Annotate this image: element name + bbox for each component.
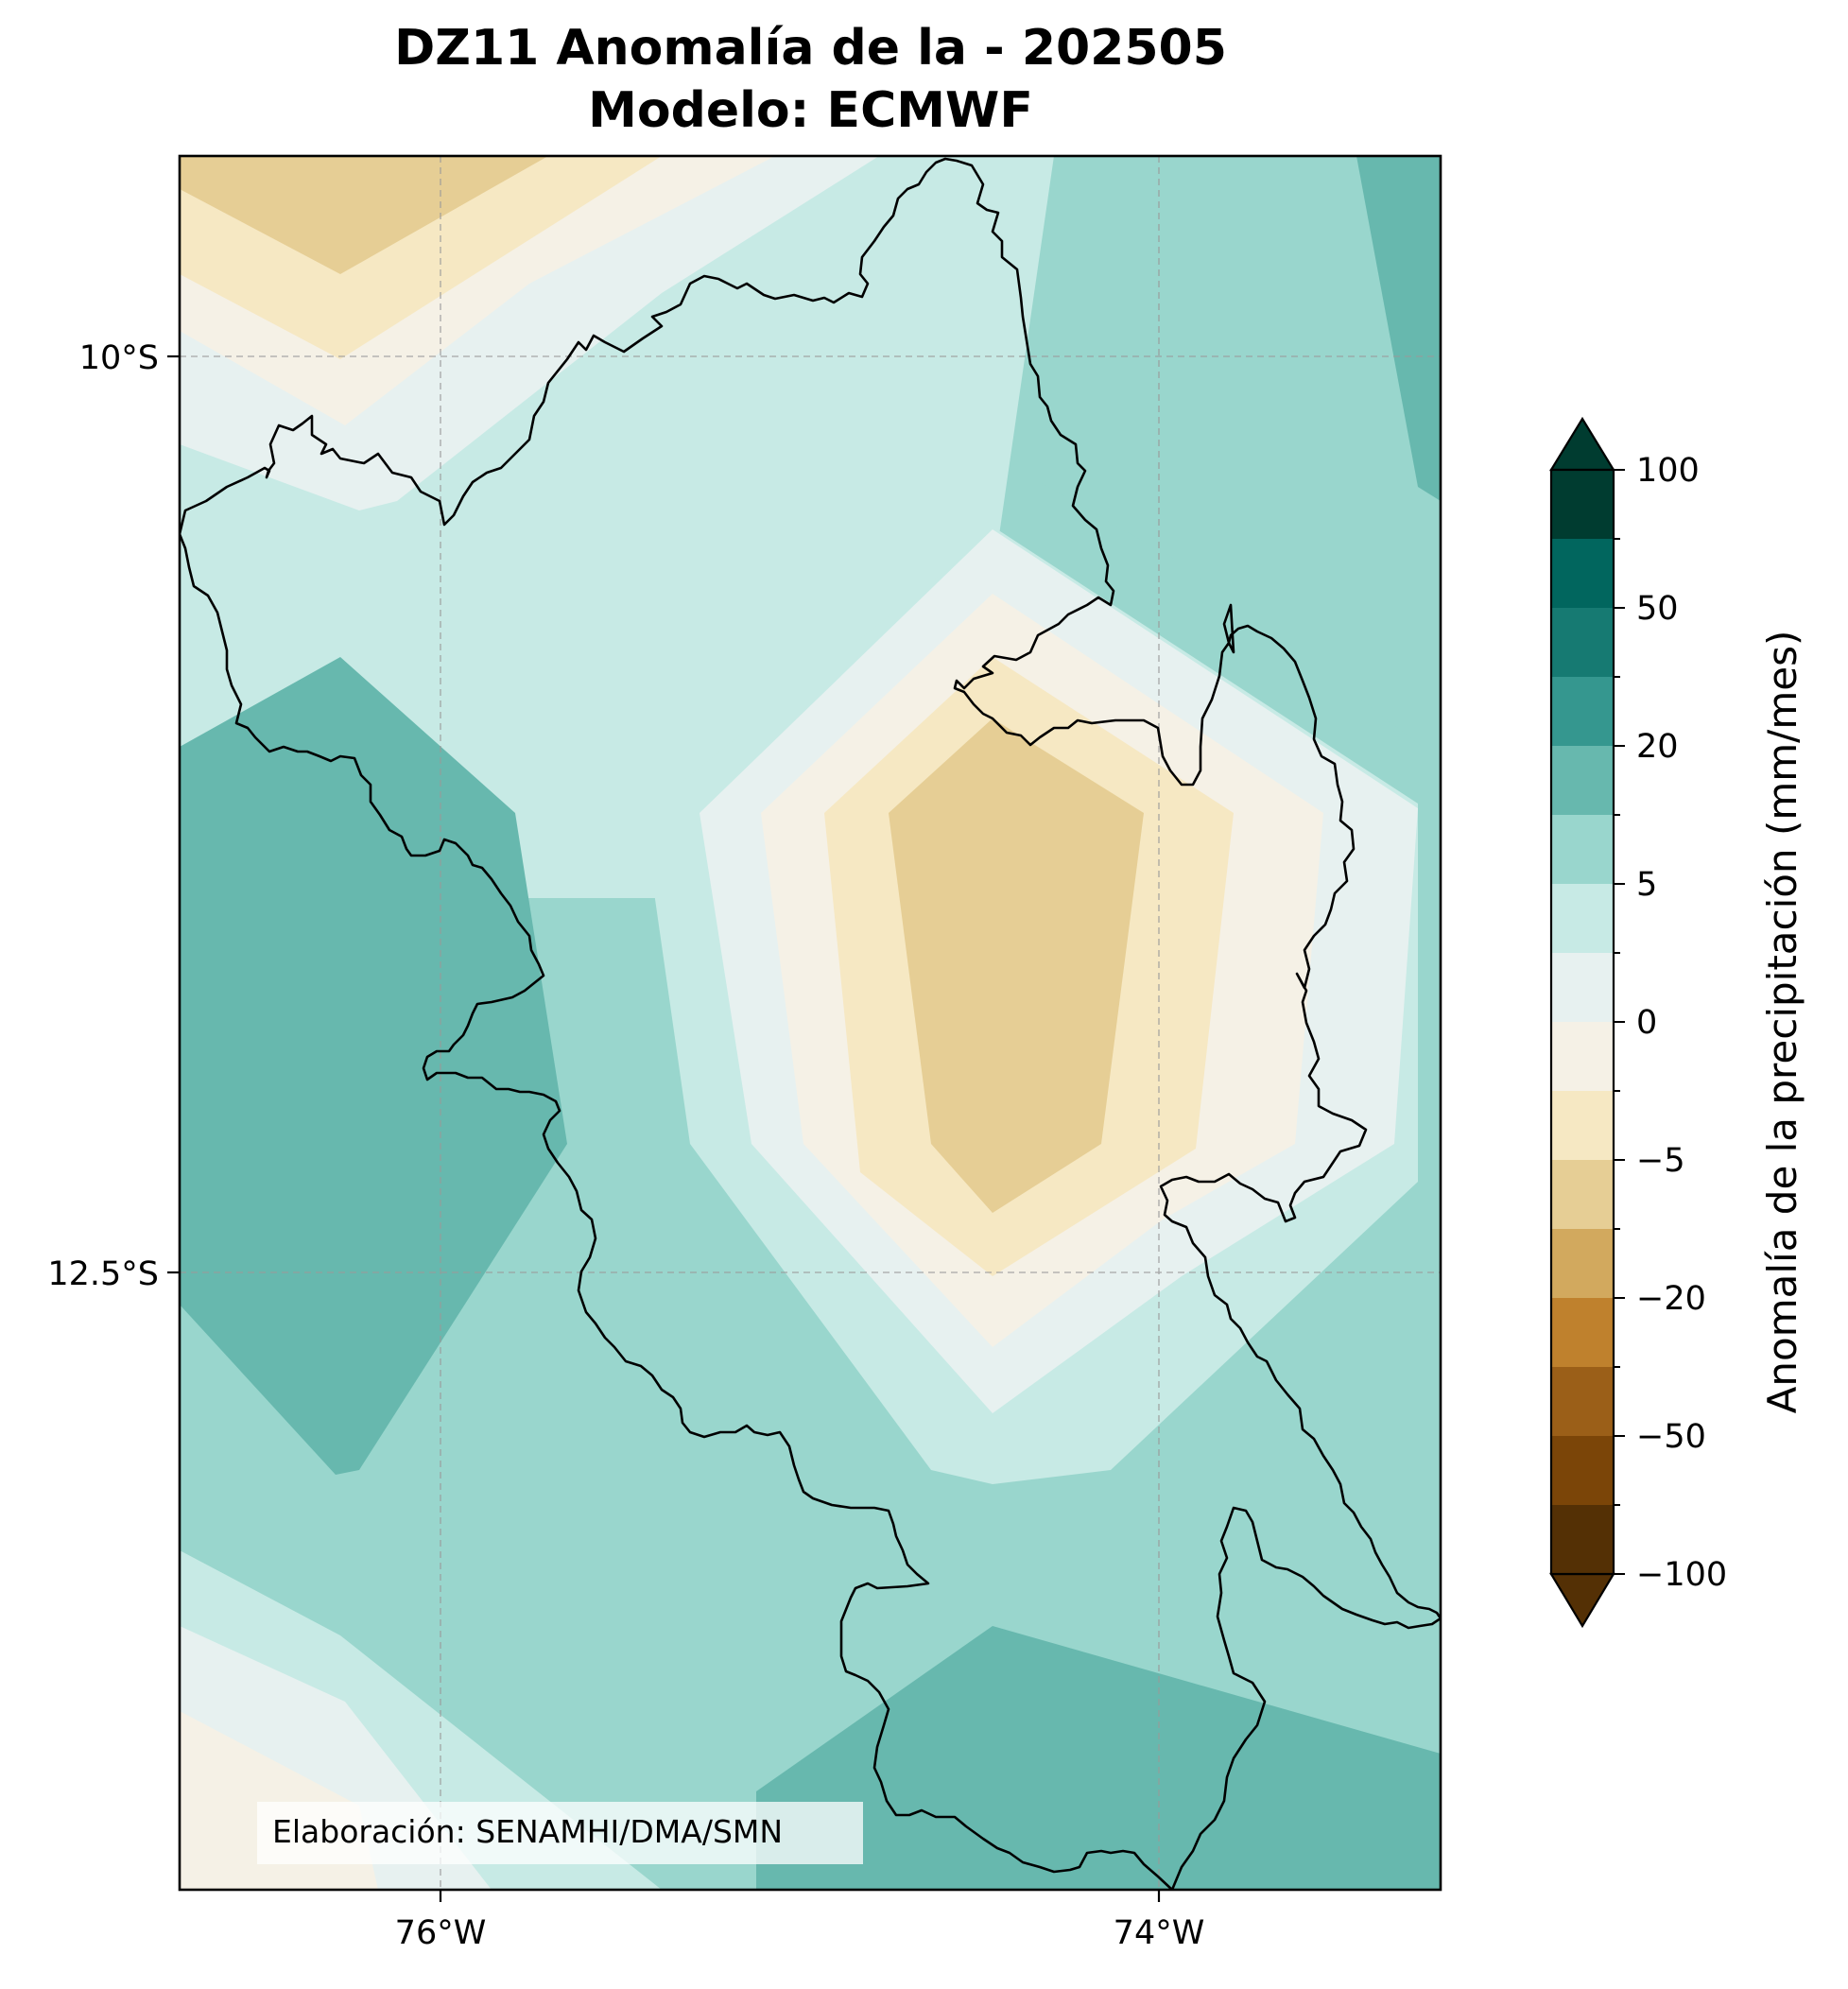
band-c-n3: [889, 718, 1144, 1213]
colorbar-extend-max: [1549, 416, 1615, 472]
band-se-p4: [756, 1626, 1441, 1890]
colorbar-swatch: [1551, 539, 1614, 609]
colorbar-tick-label: 20: [1636, 728, 1679, 766]
colorbar-tick-label: 0: [1636, 1004, 1657, 1042]
map-frame: [178, 154, 1442, 1892]
colorbar-swatch: [1551, 815, 1614, 885]
map-title: DZ11 Anomalía de la - 202505: [394, 20, 1227, 77]
map-subtitle: Modelo: ECMWF: [588, 82, 1033, 139]
colorbar-swatches: [1551, 470, 1614, 1575]
colorbar-swatch: [1551, 1091, 1614, 1161]
colorbar-tick-label: 100: [1636, 452, 1700, 490]
gridlines: [180, 156, 1441, 1890]
colorbar-tick-label: 5: [1636, 866, 1657, 904]
colorbar-swatch: [1551, 470, 1614, 540]
colorbar-swatch: [1551, 953, 1614, 1023]
colorbar-swatch: [1551, 1022, 1614, 1092]
band-nw-n3: [180, 156, 548, 274]
colorbar-swatch: [1551, 608, 1614, 678]
colorbar-swatch: [1551, 1229, 1614, 1299]
colorbar-extend-min: [1549, 1572, 1615, 1629]
band-ne-p4: [1356, 156, 1441, 501]
colorbar-tick-label: −50: [1636, 1418, 1706, 1456]
axis-ticks: [167, 355, 1161, 1902]
colorbar-swatch: [1551, 746, 1614, 816]
x-tick-label: 76°W: [395, 1914, 487, 1952]
y-tick-label: 10°S: [79, 339, 159, 377]
credit-text: Elaboración: SENAMHI/DMA/SMN: [272, 1813, 784, 1850]
colorbar-swatch: [1551, 1367, 1614, 1437]
anomaly-field: [180, 156, 1441, 1890]
colorbar-swatch: [1551, 1298, 1614, 1368]
colorbar-tick-label: −5: [1636, 1142, 1685, 1180]
credit-box: [257, 1802, 863, 1864]
colorbar-tick-label: −20: [1636, 1280, 1706, 1318]
colorbar-swatch: [1551, 1436, 1614, 1506]
colorbar-label: Anomalía de la precipitación (mm/mes): [1759, 631, 1805, 1414]
region-boundary: [180, 157, 1441, 1890]
colorbar-swatch: [1551, 1160, 1614, 1230]
band-ne-p3: [1040, 156, 1441, 761]
colorbar-swatch: [1551, 677, 1614, 747]
colorbar-swatch: [1551, 1505, 1614, 1575]
colorbar-tick-label: 50: [1636, 590, 1679, 628]
colorbar-tick-label: −100: [1636, 1556, 1727, 1594]
colorbar-swatch: [1551, 884, 1614, 954]
x-tick-label: 74°W: [1114, 1914, 1205, 1952]
y-tick-label: 12.5°S: [47, 1255, 159, 1293]
